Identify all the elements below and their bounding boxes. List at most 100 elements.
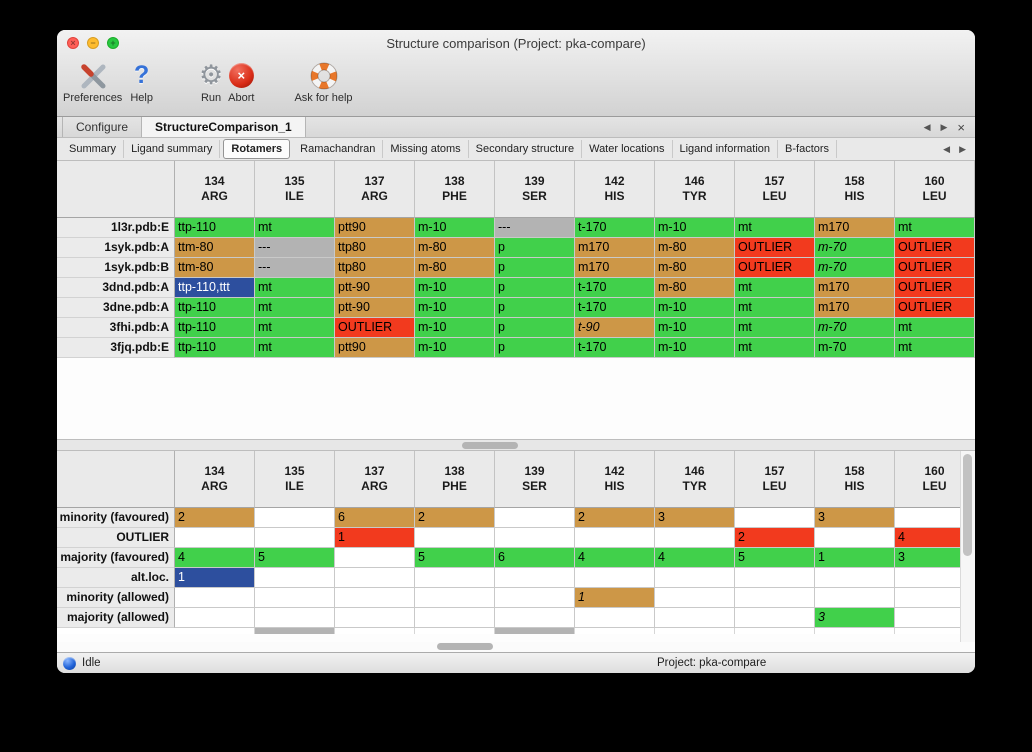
count-cell[interactable]: 6	[335, 508, 415, 528]
bottom-splitter-handle[interactable]	[437, 643, 493, 650]
section-forward-icon[interactable]: ▶	[959, 143, 966, 154]
rotamer-cell[interactable]: ptt90	[335, 338, 415, 358]
rotamer-cell[interactable]: ttp80	[335, 258, 415, 278]
rotamer-cell[interactable]: mt	[255, 298, 335, 318]
count-cell[interactable]	[415, 568, 495, 588]
rotamer-cell[interactable]: m170	[575, 238, 655, 258]
row-label[interactable]: 1syk.pdb:B	[57, 258, 175, 278]
rotamer-cell[interactable]: m-80	[655, 258, 735, 278]
column-header-142[interactable]: 142 HIS	[575, 161, 655, 218]
row-label[interactable]: majority (favoured)	[57, 548, 175, 568]
count-cell[interactable]	[335, 608, 415, 628]
rotamer-cell[interactable]: mt	[255, 338, 335, 358]
rotamer-cell[interactable]: mt	[895, 218, 975, 238]
rotamer-cell[interactable]: m-10	[415, 338, 495, 358]
rotamer-cell[interactable]: m-80	[655, 278, 735, 298]
tab-forward-icon[interactable]: ▶	[940, 121, 948, 132]
tab-missing-atoms[interactable]: Missing atoms	[383, 140, 469, 158]
rotamer-cell[interactable]: p	[495, 238, 575, 258]
count-cell[interactable]	[255, 608, 335, 628]
rotamer-cell[interactable]: t-170	[575, 278, 655, 298]
count-cell[interactable]: 2	[175, 508, 255, 528]
column-header-135[interactable]: 135 ILE	[255, 161, 335, 218]
count-cell[interactable]: 2	[415, 508, 495, 528]
rotamer-cell[interactable]: ptt-90	[335, 298, 415, 318]
count-cell[interactable]	[415, 608, 495, 628]
rotamer-cell[interactable]: p	[495, 338, 575, 358]
tab-secondary-structure[interactable]: Secondary structure	[469, 140, 583, 158]
count-cell[interactable]	[735, 568, 815, 588]
tab-back-icon[interactable]: ◀	[923, 121, 931, 132]
row-label[interactable]: 3fhi.pdb:A	[57, 318, 175, 338]
rotamer-cell[interactable]: p	[495, 258, 575, 278]
rotamer-cell[interactable]: m170	[575, 258, 655, 278]
scrollbar-track[interactable]	[960, 451, 975, 642]
rotamer-cell[interactable]: ttp80	[335, 238, 415, 258]
rotamer-cell[interactable]: OUTLIER	[895, 238, 975, 258]
count-cell[interactable]: 1	[175, 568, 255, 588]
row-label[interactable]: OUTLIER	[57, 528, 175, 548]
count-cell[interactable]	[815, 588, 895, 608]
count-cell[interactable]: 2	[575, 508, 655, 528]
row-label[interactable]: alt.loc.	[57, 568, 175, 588]
count-cell[interactable]	[175, 608, 255, 628]
rotamer-cell[interactable]: t-170	[575, 338, 655, 358]
tab-close-icon[interactable]: ×	[957, 119, 965, 135]
count-cell[interactable]	[575, 608, 655, 628]
tab-ligand-information[interactable]: Ligand information	[673, 140, 779, 158]
row-label[interactable]: minority (allowed)	[57, 588, 175, 608]
rotamer-cell[interactable]: mt	[735, 298, 815, 318]
rotamer-cell[interactable]: m-80	[655, 238, 735, 258]
rotamer-cell[interactable]: t-170	[575, 218, 655, 238]
rotamer-cell[interactable]: ptt90	[335, 218, 415, 238]
count-cell[interactable]	[575, 528, 655, 548]
count-cell[interactable]	[655, 528, 735, 548]
count-cell[interactable]	[415, 528, 495, 548]
rotamer-cell[interactable]: p	[495, 298, 575, 318]
help-button[interactable]: ? Help	[130, 59, 153, 104]
count-cell[interactable]	[255, 568, 335, 588]
column-header-139[interactable]: 139 SER	[495, 161, 575, 218]
count-cell[interactable]: 4	[175, 548, 255, 568]
rotamer-cell[interactable]: mt	[735, 218, 815, 238]
rotamer-cell[interactable]: mt	[895, 318, 975, 338]
count-cell[interactable]: 4	[575, 548, 655, 568]
rotamer-cell[interactable]: m-70	[815, 258, 895, 278]
count-cell[interactable]	[255, 528, 335, 548]
rotamer-cell[interactable]: OUTLIER	[895, 258, 975, 278]
row-label[interactable]: 3dne.pdb:A	[57, 298, 175, 318]
column-header-146[interactable]: 146 TYR	[655, 451, 735, 508]
count-cell[interactable]	[575, 568, 655, 588]
bottom-splitter[interactable]	[57, 642, 975, 652]
column-header-134[interactable]: 134 ARG	[175, 451, 255, 508]
count-cell[interactable]	[255, 508, 335, 528]
count-cell[interactable]	[335, 588, 415, 608]
tab-configure[interactable]: Configure	[62, 117, 143, 137]
rotamer-cell[interactable]: p	[495, 278, 575, 298]
count-cell[interactable]: 1	[575, 588, 655, 608]
column-header-138[interactable]: 138 PHE	[415, 161, 495, 218]
count-cell[interactable]: 3	[655, 508, 735, 528]
count-cell[interactable]	[495, 528, 575, 548]
rotamer-cell[interactable]: ---	[255, 238, 335, 258]
tab-rotamers[interactable]: Rotamers	[223, 139, 291, 159]
rotamer-cell[interactable]: m-10	[655, 218, 735, 238]
row-label[interactable]: 3dnd.pdb:A	[57, 278, 175, 298]
count-cell[interactable]	[495, 508, 575, 528]
preferences-button[interactable]: Preferences	[63, 59, 122, 104]
rotamer-cell[interactable]: m-10	[415, 318, 495, 338]
count-cell[interactable]	[655, 608, 735, 628]
rotamer-cell[interactable]: m170	[815, 278, 895, 298]
count-cell[interactable]	[735, 608, 815, 628]
rotamer-cell[interactable]: OUTLIER	[335, 318, 415, 338]
rotamer-cell[interactable]: m170	[815, 218, 895, 238]
rotamer-cell[interactable]: ttp-110	[175, 318, 255, 338]
count-cell[interactable]	[335, 548, 415, 568]
rotamer-cell[interactable]: t-170	[575, 298, 655, 318]
rotamer-cell[interactable]: t-90	[575, 318, 655, 338]
count-cell[interactable]	[495, 588, 575, 608]
count-cell[interactable]	[175, 528, 255, 548]
count-cell[interactable]: 3	[815, 608, 895, 628]
count-cell[interactable]	[655, 588, 735, 608]
count-cell[interactable]	[175, 588, 255, 608]
